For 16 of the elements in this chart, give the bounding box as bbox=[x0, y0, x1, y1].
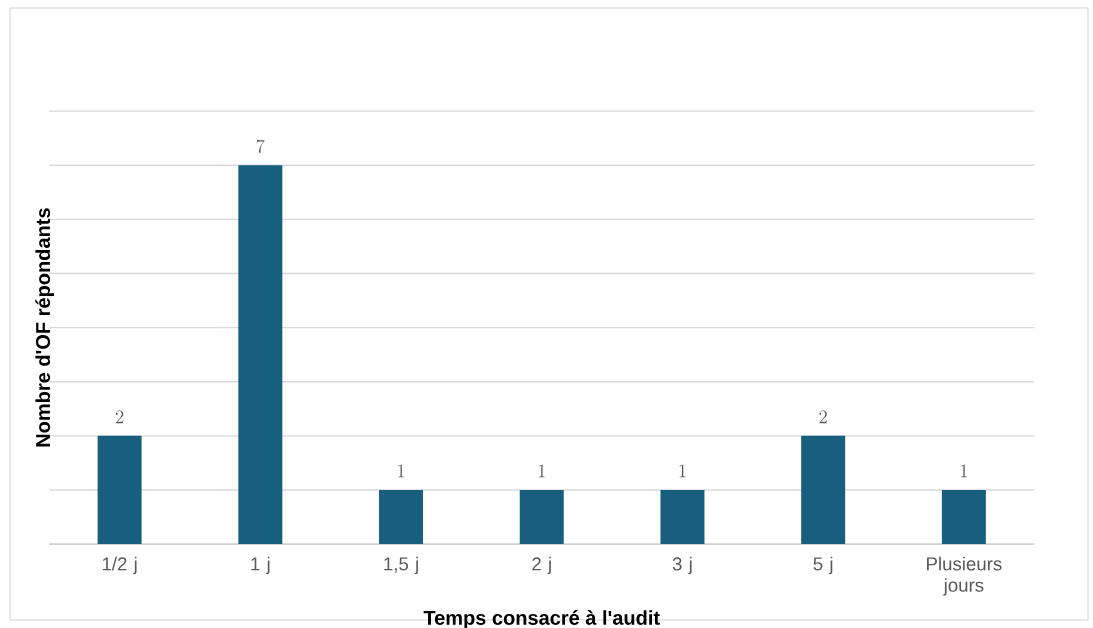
data-label: 1 bbox=[679, 464, 686, 478]
x-tick-label: 1,5 j bbox=[384, 556, 418, 575]
x-axis-title: Temps consacré à l'audit bbox=[423, 610, 660, 628]
x-tick-label: 3 j bbox=[672, 556, 692, 575]
data-label: 2 bbox=[819, 410, 827, 424]
data-label: 2 bbox=[115, 410, 124, 424]
x-tick-label: 5 j bbox=[813, 556, 833, 575]
x-tick-label: 1/2 j bbox=[102, 556, 137, 575]
x-tick-label: Plusieurs jours bbox=[927, 556, 1002, 596]
x-tick-label: 1 j bbox=[251, 556, 270, 575]
x-tick-label: 2 j bbox=[532, 556, 551, 575]
y-axis-title: Nombre d'OF répondants bbox=[35, 208, 55, 447]
data-label: 1 bbox=[398, 464, 405, 478]
data-label: 7 bbox=[256, 139, 265, 153]
data-label: 1 bbox=[538, 464, 545, 478]
data-label: 1 bbox=[960, 464, 968, 478]
